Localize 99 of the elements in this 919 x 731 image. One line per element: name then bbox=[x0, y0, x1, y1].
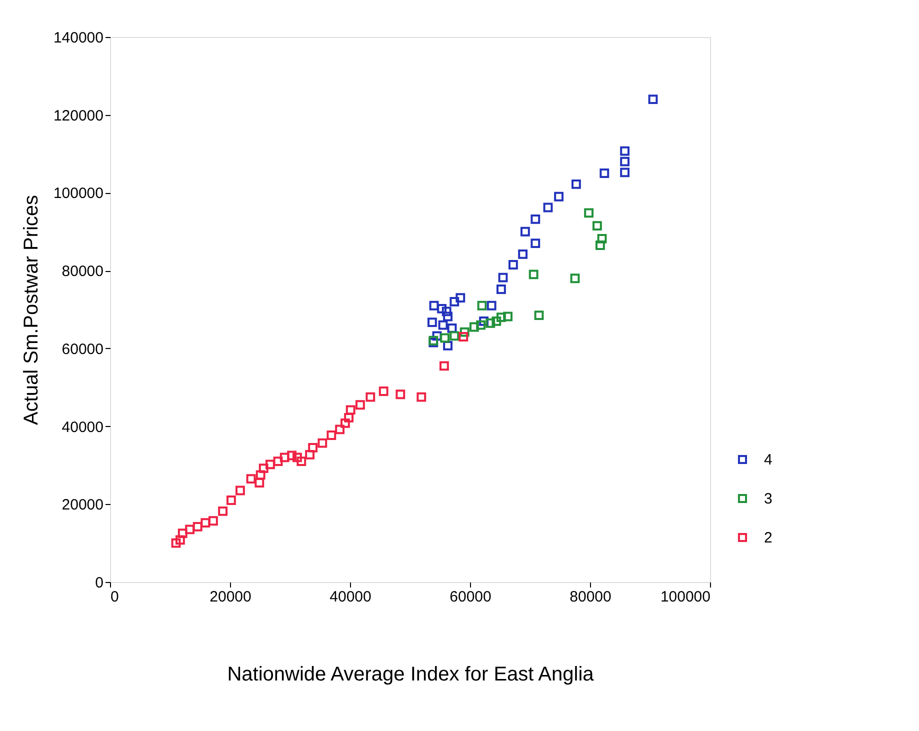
point bbox=[543, 202, 553, 212]
point bbox=[450, 331, 460, 341]
point bbox=[476, 320, 486, 330]
point bbox=[496, 284, 506, 294]
point bbox=[447, 323, 457, 333]
point bbox=[597, 234, 607, 244]
point bbox=[429, 300, 439, 310]
point bbox=[486, 300, 496, 310]
point bbox=[280, 452, 290, 462]
y-tick-label: 80000 bbox=[62, 263, 104, 280]
point bbox=[185, 524, 195, 534]
x-tick-label: 60000 bbox=[450, 588, 492, 606]
point bbox=[246, 474, 256, 484]
y-tick-label: 140000 bbox=[53, 30, 104, 46]
point bbox=[318, 438, 328, 448]
point bbox=[287, 450, 297, 460]
point bbox=[477, 300, 487, 310]
point bbox=[178, 528, 188, 538]
point bbox=[432, 331, 442, 341]
y-tick-label: 100000 bbox=[53, 185, 104, 202]
legend-label: 3 bbox=[764, 490, 772, 508]
point bbox=[530, 214, 540, 224]
point bbox=[620, 156, 630, 166]
point bbox=[308, 442, 318, 452]
point bbox=[584, 208, 594, 218]
point bbox=[534, 310, 544, 320]
point bbox=[175, 535, 185, 545]
point bbox=[344, 413, 354, 422]
point bbox=[378, 386, 388, 396]
point bbox=[460, 327, 470, 337]
point bbox=[396, 390, 406, 400]
point bbox=[450, 297, 460, 306]
y-tick-label: 40000 bbox=[62, 418, 104, 436]
x-tick-label: 100000 bbox=[660, 588, 710, 606]
point bbox=[335, 424, 345, 434]
point bbox=[486, 318, 496, 328]
point bbox=[442, 306, 452, 316]
point bbox=[416, 392, 426, 402]
legend-label: 2 bbox=[764, 530, 772, 546]
point bbox=[440, 333, 450, 343]
point bbox=[171, 538, 181, 548]
point bbox=[492, 316, 502, 326]
point bbox=[340, 418, 350, 428]
point bbox=[496, 312, 506, 322]
point bbox=[192, 522, 202, 532]
point bbox=[600, 168, 610, 178]
point bbox=[518, 250, 528, 259]
point bbox=[592, 221, 602, 231]
point bbox=[620, 146, 630, 156]
y-axis-title: Actual Sm.Postwar Prices bbox=[20, 194, 42, 426]
y-tick-label: 120000 bbox=[53, 107, 104, 124]
point bbox=[469, 322, 479, 332]
point bbox=[595, 240, 605, 250]
point bbox=[570, 274, 580, 284]
point bbox=[528, 270, 538, 280]
point bbox=[438, 320, 448, 330]
point bbox=[273, 456, 283, 466]
point bbox=[346, 405, 356, 415]
point bbox=[571, 179, 581, 189]
point bbox=[218, 506, 228, 516]
point bbox=[458, 332, 468, 342]
point bbox=[437, 304, 447, 314]
point bbox=[235, 486, 245, 496]
point bbox=[366, 392, 376, 402]
x-tick-label: 20000 bbox=[210, 588, 252, 606]
point bbox=[520, 226, 530, 236]
y-tick-label: 60000 bbox=[62, 340, 104, 358]
point bbox=[226, 496, 236, 505]
point bbox=[258, 464, 268, 474]
point bbox=[620, 168, 630, 178]
point bbox=[355, 400, 365, 410]
point bbox=[443, 312, 453, 322]
point bbox=[427, 318, 437, 328]
point bbox=[265, 460, 275, 470]
point bbox=[439, 361, 449, 371]
point bbox=[456, 293, 466, 303]
point bbox=[254, 478, 264, 488]
point bbox=[479, 316, 489, 326]
x-axis-title: Nationwide Average Index for East Anglia bbox=[227, 664, 595, 686]
x-tick-label: 0 bbox=[110, 588, 119, 606]
point bbox=[508, 260, 518, 270]
point bbox=[648, 94, 658, 104]
y-tick-label: 20000 bbox=[62, 496, 104, 514]
point bbox=[305, 450, 315, 460]
point bbox=[208, 516, 218, 526]
x-tick-label: 40000 bbox=[330, 588, 372, 606]
point bbox=[256, 470, 266, 480]
point bbox=[443, 340, 453, 350]
point bbox=[296, 456, 306, 466]
y-tick-label: 0 bbox=[95, 574, 104, 592]
legend-label: 4 bbox=[764, 452, 772, 468]
point bbox=[292, 452, 302, 462]
point bbox=[498, 272, 508, 282]
point bbox=[200, 518, 210, 528]
point bbox=[503, 312, 513, 322]
x-tick-label: 80000 bbox=[570, 588, 612, 606]
point bbox=[530, 238, 540, 248]
point bbox=[326, 430, 336, 440]
point bbox=[554, 192, 564, 202]
